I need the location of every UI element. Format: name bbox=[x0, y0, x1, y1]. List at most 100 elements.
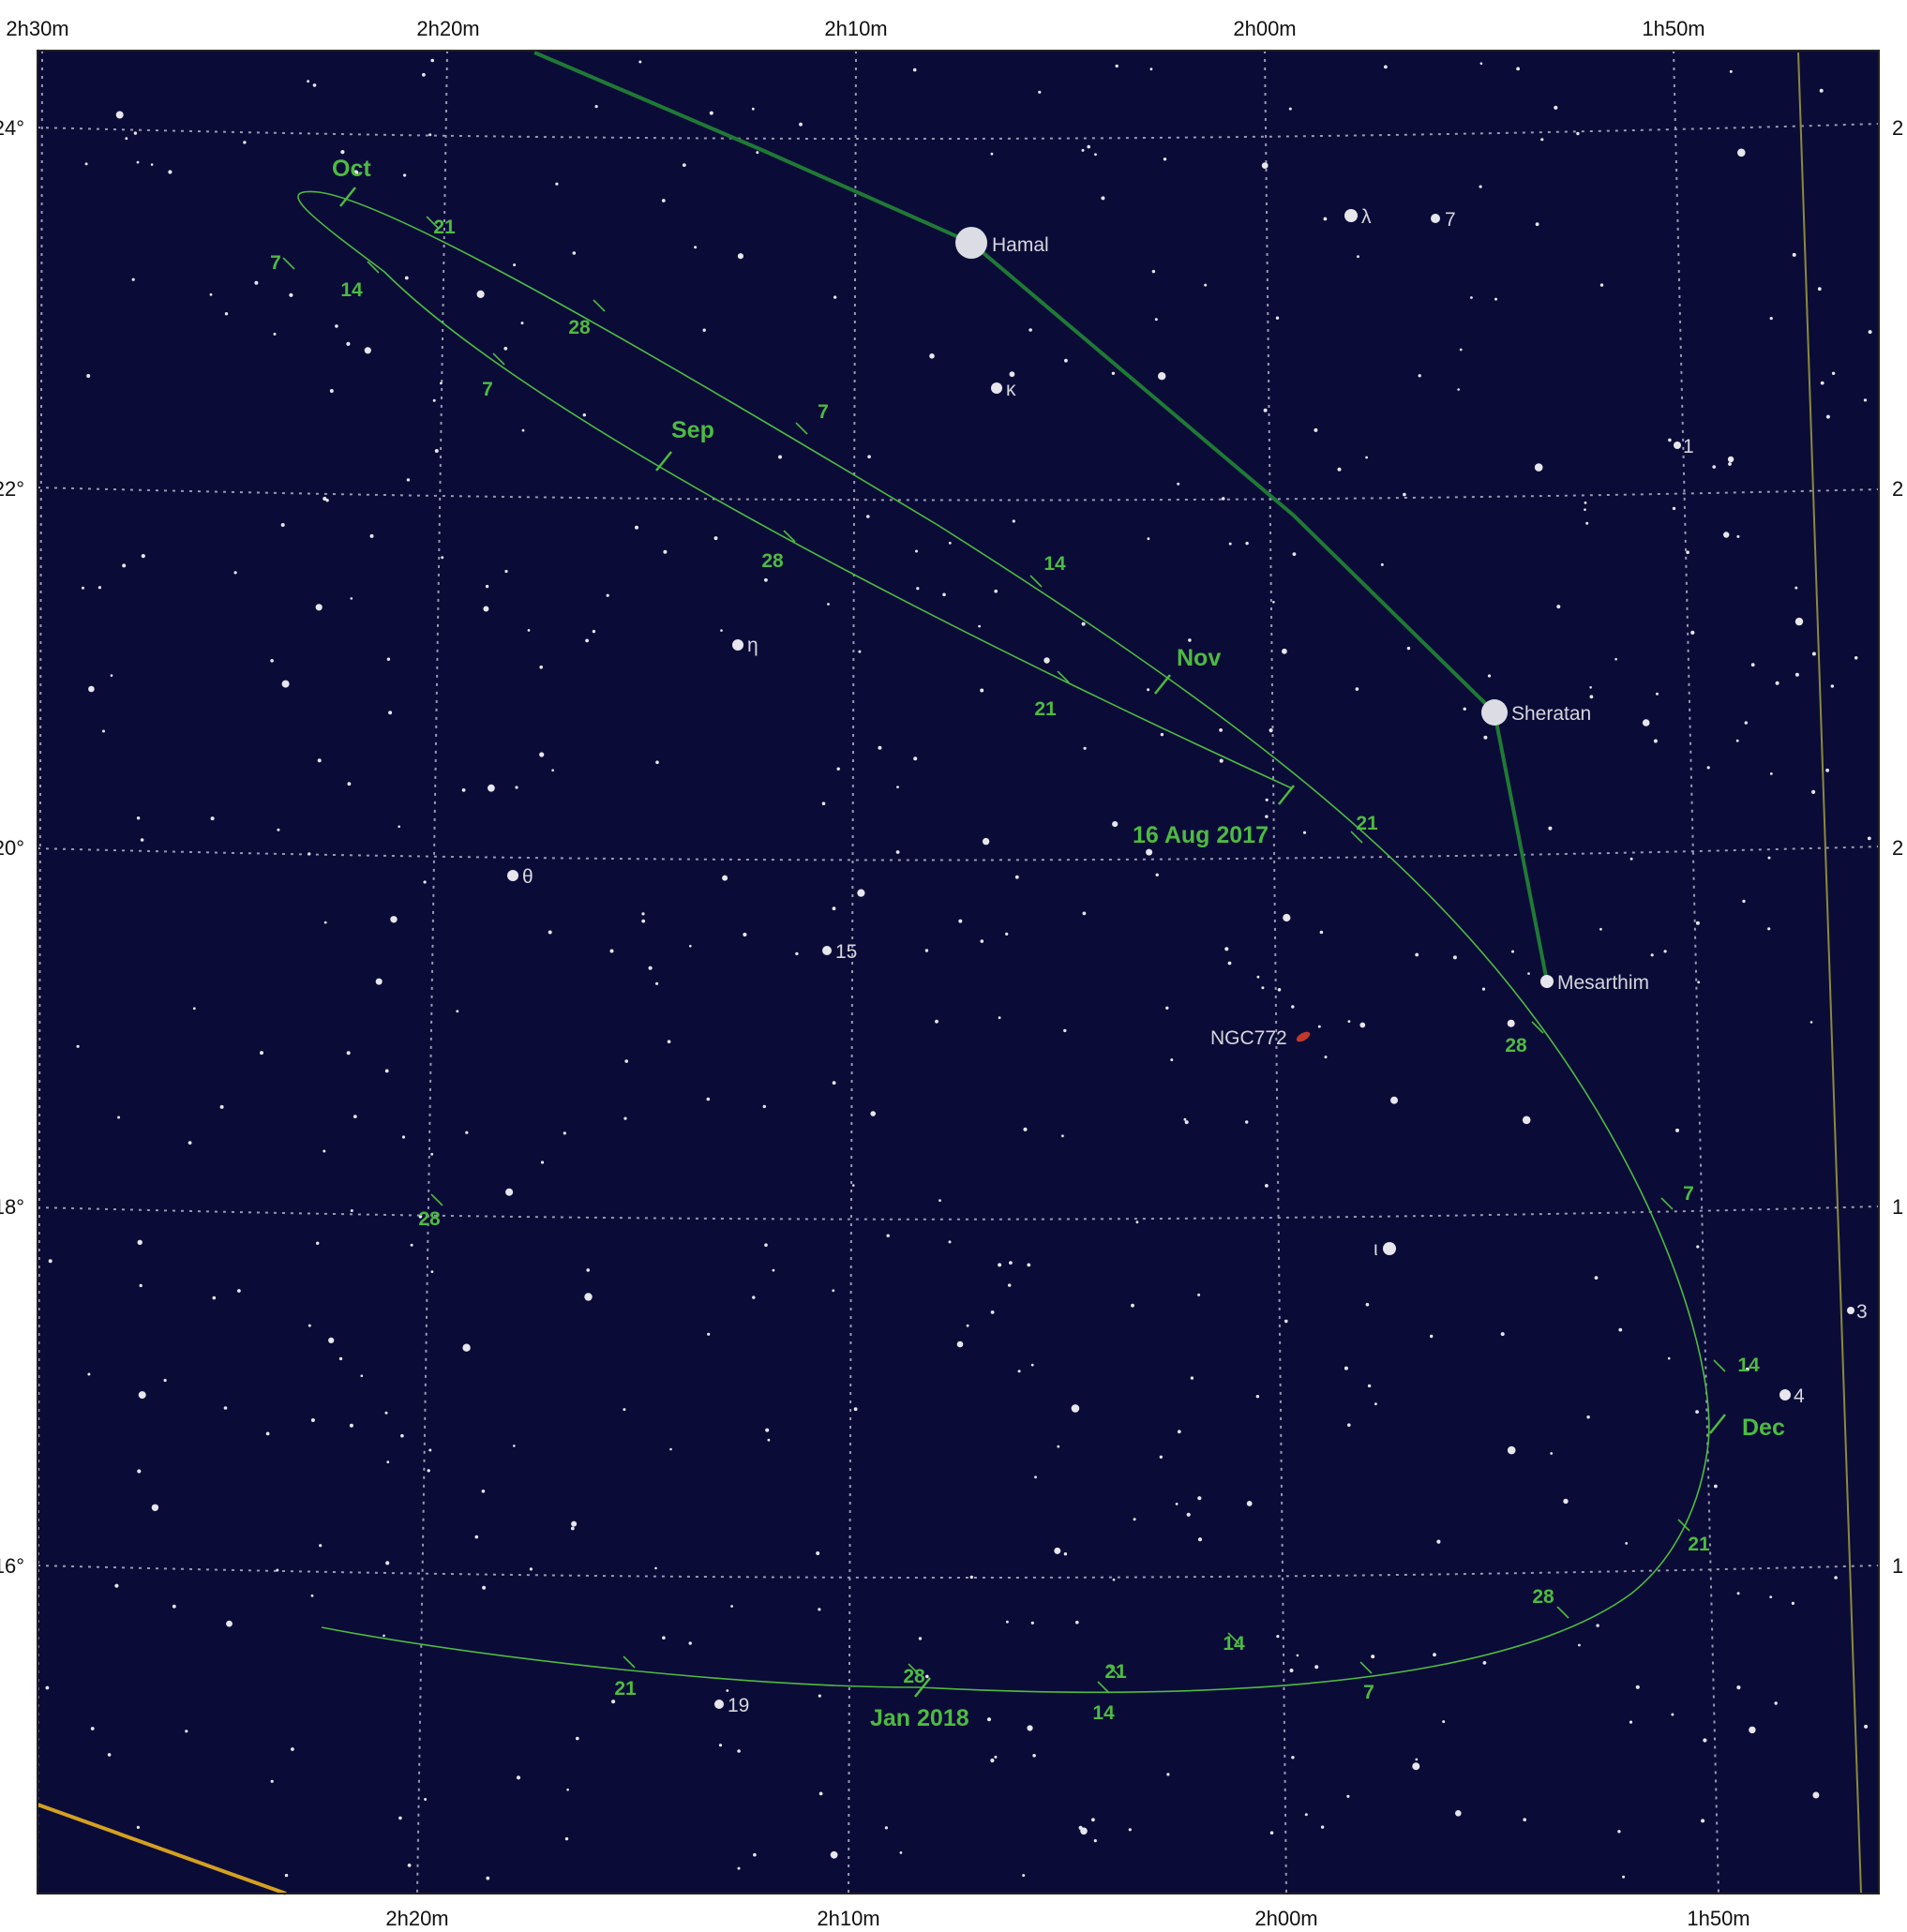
field-star bbox=[1500, 1332, 1505, 1337]
field-star bbox=[737, 1749, 741, 1753]
field-star bbox=[403, 173, 407, 177]
field-star bbox=[576, 1736, 579, 1741]
ra-bottom-label-0: 2h20m bbox=[385, 1907, 448, 1930]
field-star bbox=[1246, 1501, 1253, 1506]
field-star bbox=[994, 589, 998, 593]
field-star bbox=[916, 587, 920, 591]
field-star bbox=[1403, 492, 1406, 497]
field-star bbox=[1175, 1503, 1179, 1505]
dec-right-label-3: 1 bbox=[1892, 1195, 1903, 1219]
coordinate-grid bbox=[37, 50, 1880, 1895]
field-star bbox=[1735, 739, 1739, 742]
field-star bbox=[84, 162, 88, 166]
field-star bbox=[1690, 630, 1695, 636]
field-star bbox=[1146, 848, 1153, 856]
field-star bbox=[383, 1634, 385, 1638]
field-star bbox=[1255, 1395, 1260, 1399]
field-star bbox=[1061, 1134, 1064, 1138]
field-star bbox=[836, 767, 840, 771]
field-star bbox=[751, 107, 755, 111]
field-star bbox=[1221, 497, 1225, 501]
field-star bbox=[1712, 465, 1716, 469]
field-star bbox=[316, 1241, 320, 1245]
field-star bbox=[1534, 463, 1543, 472]
field-star bbox=[1811, 789, 1816, 795]
field-star bbox=[323, 496, 327, 502]
field-star bbox=[867, 455, 871, 459]
field-star bbox=[764, 577, 768, 582]
field-star bbox=[486, 1876, 490, 1880]
grid-ra-line-3 bbox=[1264, 50, 1287, 1895]
field-star bbox=[427, 1469, 430, 1473]
label-15: 15 bbox=[835, 941, 857, 963]
field-star bbox=[1163, 157, 1167, 161]
field-star bbox=[1535, 222, 1539, 227]
day-label-8: 21 bbox=[1356, 813, 1378, 834]
ra-top-label-0: 2h30m bbox=[6, 17, 68, 40]
field-star bbox=[1867, 836, 1871, 841]
field-star bbox=[1663, 950, 1667, 953]
field-star bbox=[136, 1825, 140, 1829]
field-star bbox=[878, 745, 882, 750]
field-star bbox=[87, 1372, 91, 1376]
field-star bbox=[1282, 648, 1287, 654]
field-star bbox=[990, 1758, 995, 1763]
dec-left-label-1: 22° bbox=[0, 477, 24, 501]
constellation-boundary-line bbox=[1797, 52, 1862, 1895]
field-star bbox=[503, 346, 508, 351]
field-star bbox=[1283, 913, 1291, 922]
field-star bbox=[483, 606, 489, 612]
field-star bbox=[1863, 398, 1868, 402]
field-star bbox=[1418, 374, 1421, 378]
field-star bbox=[830, 1850, 838, 1859]
field-star bbox=[956, 1340, 964, 1348]
field-star bbox=[515, 786, 518, 789]
field-star bbox=[516, 1775, 521, 1780]
field-star bbox=[915, 549, 918, 553]
field-star bbox=[592, 629, 596, 634]
field-star bbox=[851, 1184, 855, 1187]
field-star bbox=[584, 1293, 593, 1301]
field-star bbox=[827, 603, 830, 606]
path-tick-20 bbox=[1108, 1665, 1121, 1678]
field-star bbox=[737, 1866, 741, 1870]
field-star bbox=[209, 292, 213, 296]
field-star bbox=[555, 182, 559, 186]
field-star bbox=[1029, 328, 1032, 332]
field-star bbox=[1668, 438, 1672, 442]
field-star bbox=[1774, 1701, 1778, 1705]
field-star bbox=[1177, 1430, 1181, 1434]
day-label-0: 21 bbox=[1034, 698, 1057, 720]
dec-axis-right: 2 2 2 1 1 bbox=[1892, 116, 1903, 1578]
field-star bbox=[1005, 932, 1009, 936]
field-star bbox=[1811, 651, 1816, 656]
ra-top-label-3: 2h00m bbox=[1233, 17, 1296, 40]
field-star bbox=[870, 1111, 876, 1116]
field-star bbox=[137, 1469, 142, 1474]
star-15 bbox=[822, 946, 832, 955]
path-tick-16 bbox=[623, 1655, 636, 1669]
field-star bbox=[1166, 1773, 1170, 1776]
label-month-nov: Nov bbox=[1177, 645, 1221, 671]
field-star bbox=[1027, 1263, 1031, 1267]
field-star bbox=[1275, 316, 1280, 320]
field-star bbox=[718, 1744, 723, 1747]
field-star bbox=[1355, 687, 1359, 691]
field-star bbox=[1219, 728, 1223, 732]
field-star bbox=[1511, 950, 1514, 953]
field-star bbox=[308, 852, 311, 856]
field-star bbox=[638, 60, 642, 64]
field-star bbox=[504, 569, 508, 574]
field-star bbox=[832, 1289, 835, 1293]
field-star bbox=[1412, 1762, 1420, 1771]
field-star bbox=[1482, 1661, 1487, 1665]
field-star bbox=[1012, 519, 1015, 523]
field-star bbox=[102, 729, 105, 733]
field-star bbox=[1083, 746, 1087, 750]
field-star bbox=[400, 1433, 404, 1438]
field-star bbox=[1548, 826, 1553, 831]
field-star bbox=[350, 1209, 353, 1212]
field-star bbox=[1589, 695, 1594, 699]
field-star bbox=[386, 657, 391, 661]
month-tick-1 bbox=[339, 187, 356, 207]
